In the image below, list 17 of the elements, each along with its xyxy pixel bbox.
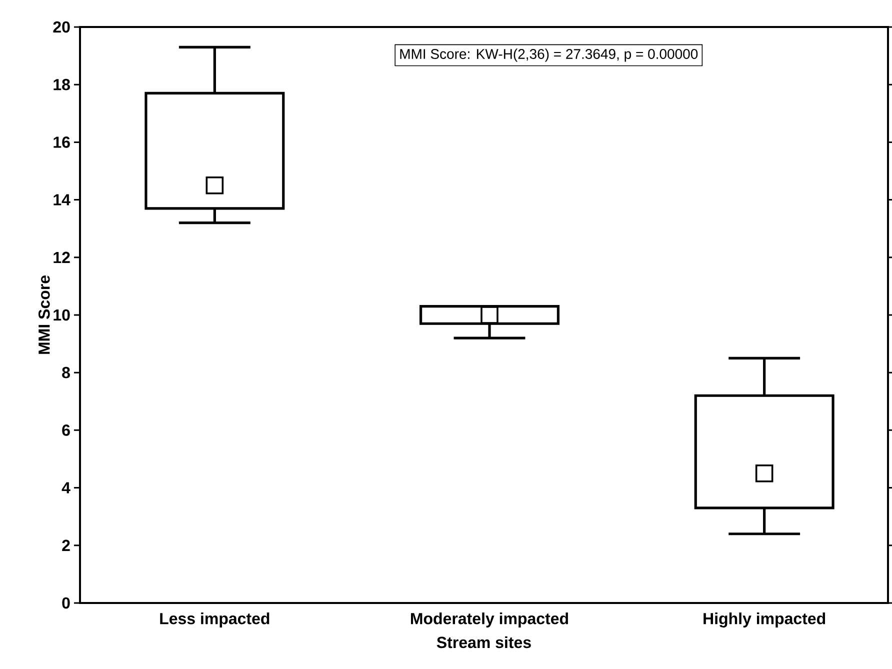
y-tick-label: 12: [54, 252, 70, 263]
y-tick-label: 6: [62, 424, 70, 436]
y-tick-label: 0: [62, 597, 70, 609]
y-tick-label: 8: [62, 366, 70, 378]
y-tick-label: 4: [62, 482, 70, 494]
x-tick-label: Highly impacted: [704, 612, 826, 628]
x-tick-label: Moderately impacted: [410, 612, 568, 628]
x-tick-label: Less impacted: [160, 612, 270, 628]
y-tick-label: 14: [54, 194, 70, 206]
y-tick-label: 20: [53, 21, 70, 33]
y-tick-label: 18: [54, 78, 70, 90]
x-axis-title: Stream sites: [436, 636, 531, 648]
y-tick-label: 2: [62, 540, 70, 551]
y-axis-title: MMI Score: [38, 276, 50, 354]
y-tick-label: 16: [54, 136, 70, 148]
annotation: MMI Score: KW-H(2,36) = 27.3649, p = 0.00000: [400, 48, 698, 62]
y-tick-label: 10: [54, 309, 70, 321]
